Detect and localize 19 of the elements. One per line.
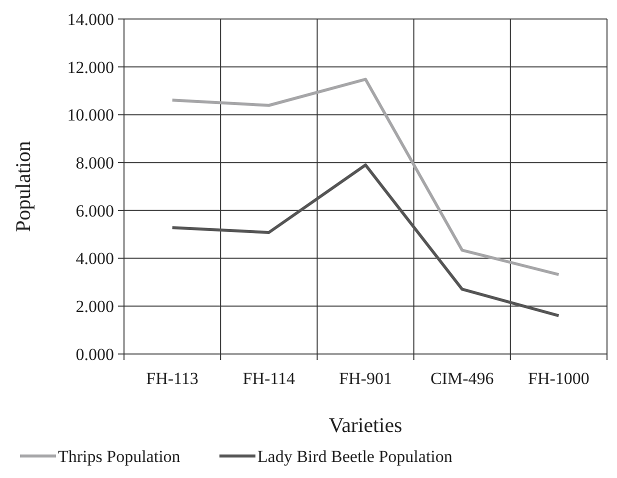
legend-label: Thrips Population: [58, 446, 181, 466]
legend-label: Lady Bird Beetle Population: [257, 446, 453, 466]
y-tick-label: 8.000: [76, 154, 114, 173]
y-tick-label: 4.000: [76, 249, 114, 268]
y-tick-label: 0.000: [76, 344, 114, 364]
x-axis-title: Varieties: [328, 413, 402, 437]
x-tick-label: CIM-496: [430, 369, 494, 388]
y-tick-label: 6.000: [76, 201, 114, 220]
line-series: [170, 78, 560, 276]
y-tick-label: 10.000: [67, 106, 114, 125]
y-tick-label: 12.000: [67, 58, 114, 77]
y-axis-title: Population: [11, 140, 35, 232]
x-tick-label: FH-1000: [528, 369, 590, 388]
y-tick-label: 14.000: [67, 10, 114, 29]
x-tick-label: FH-113: [146, 369, 198, 388]
y-tick-label: 2.000: [76, 297, 114, 316]
x-tick-label: FH-901: [339, 369, 392, 388]
x-tick-label: FH-114: [242, 369, 296, 388]
line-series: [170, 163, 560, 318]
